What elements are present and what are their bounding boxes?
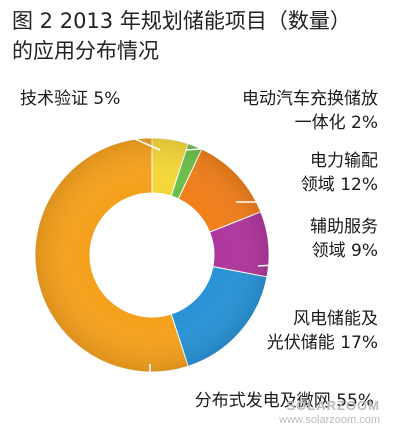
watermark-url: www.solarzoom.com	[279, 414, 380, 426]
slice-label-2: 电动汽车充换储放一体化 2%	[242, 89, 378, 133]
slice-label-4-line-2: 领域 9%	[312, 241, 378, 261]
watermark-brand: SOLARZOOM	[286, 398, 380, 413]
slice-label-6: 分布式发电及微网 55%	[195, 391, 374, 411]
slice-labels: 技术验证 5% 电动汽车充换储放一体化 2% 电力输配领域 12% 辅助服务领域 9%…	[20, 89, 378, 411]
chart-title-line-2: 的应用分布情况	[12, 39, 159, 63]
slice-label-1: 技术验证 5%	[20, 89, 120, 109]
slice-label-4: 辅助服务领域 9%	[310, 217, 378, 261]
leader-line-4	[257, 263, 291, 267]
leader-lines	[69, 109, 291, 408]
slice-label-4-line-1: 辅助服务	[310, 217, 378, 237]
donut-shading	[35, 138, 269, 372]
leader-line-1	[69, 109, 161, 151]
leader-line-5	[217, 359, 291, 365]
chart-title-line-1: 图 2 2013 年规划储能项目（数量）	[12, 9, 351, 33]
donut-slices	[34, 137, 270, 373]
chart-title: 图 2 2013 年规划储能项目（数量） 的应用分布情况	[12, 6, 392, 66]
slice-label-3-line-1: 电力输配	[310, 151, 378, 171]
slice-label-3-line-2: 领域 12%	[301, 175, 378, 195]
slice-label-2-line-1: 电动汽车充换储放	[242, 89, 378, 109]
slice-label-3: 电力输配领域 12%	[301, 151, 378, 195]
slice-label-6-line-1: 分布式发电及微网 55%	[195, 391, 374, 411]
slice-label-2-line-2: 一体化 2%	[295, 113, 378, 133]
leader-line-2	[185, 141, 291, 151]
slice-label-1-line-1: 技术验证 5%	[20, 89, 120, 109]
slice-label-5-line-2: 光伏储能 17%	[267, 333, 378, 353]
slice-label-5-line-1: 风电储能及	[293, 309, 378, 329]
slice-label-5: 风电储能及光伏储能 17%	[267, 309, 378, 353]
